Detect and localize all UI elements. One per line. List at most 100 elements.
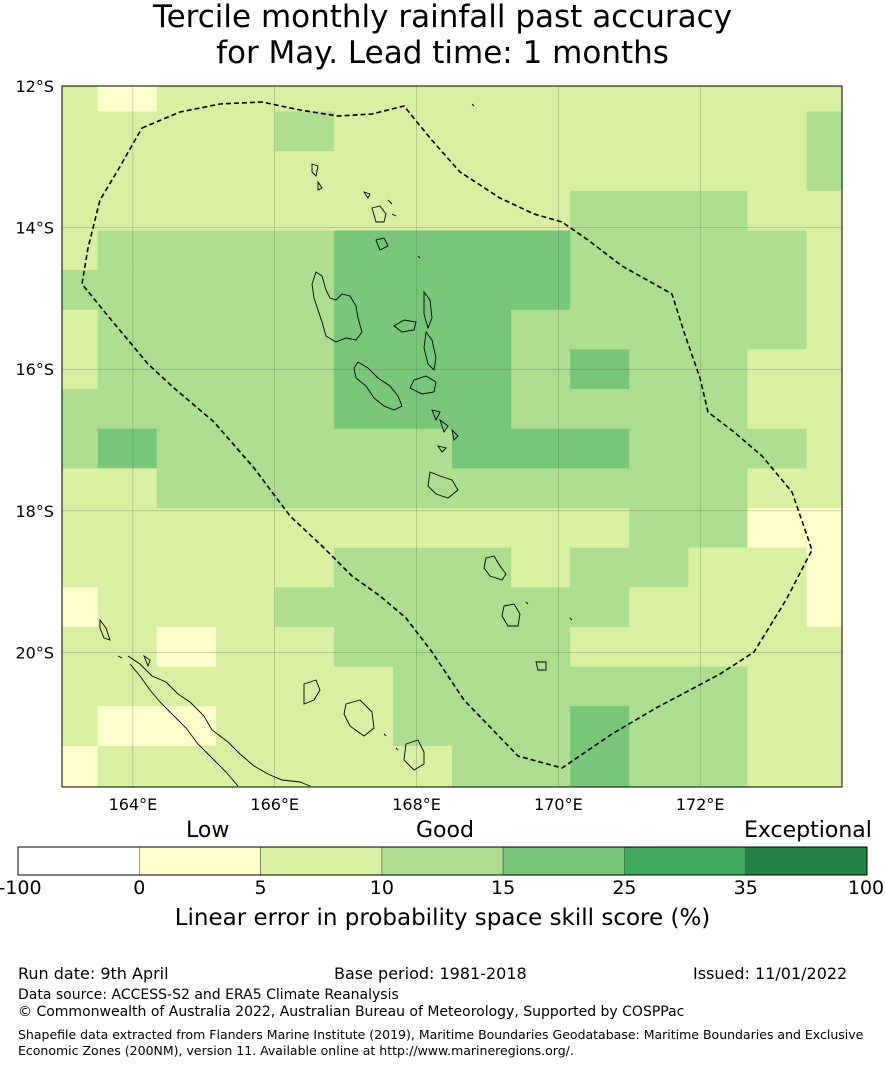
skill-cell <box>629 230 689 271</box>
skill-cell <box>333 706 394 747</box>
skill-cell <box>452 626 512 668</box>
skill-cell <box>688 190 748 231</box>
skill-cell <box>215 547 276 588</box>
skill-cell <box>511 190 571 231</box>
skill-cell <box>747 151 807 192</box>
skill-cell <box>62 666 99 707</box>
skill-cell <box>393 745 453 788</box>
skill-cell <box>333 86 394 112</box>
banks-islands <box>311 163 397 251</box>
skill-cell <box>215 706 276 747</box>
skill-cell <box>806 547 843 588</box>
skill-cell <box>156 86 217 112</box>
lon-tick-label: 166°E <box>250 795 299 814</box>
skill-cell <box>452 547 512 588</box>
skill-cell <box>274 666 335 707</box>
skill-cell <box>452 270 512 311</box>
skill-cell <box>274 86 335 112</box>
skill-cell <box>62 230 99 271</box>
skill-cell <box>570 626 630 668</box>
skill-cell <box>97 151 158 192</box>
colorbar-segment <box>260 846 383 876</box>
skill-cell <box>393 270 453 311</box>
skill-cell <box>806 270 843 311</box>
lon-tick-label: 172°E <box>676 795 725 814</box>
skill-cell <box>688 151 748 192</box>
skill-cell <box>333 190 394 231</box>
skill-cell <box>688 706 748 747</box>
skill-cell <box>156 230 217 271</box>
skill-cell <box>806 190 843 231</box>
skill-cell <box>452 86 512 112</box>
skill-cell <box>570 270 630 311</box>
skill-cell <box>806 508 843 549</box>
skill-cell <box>511 468 571 509</box>
skill-cell <box>393 428 453 469</box>
skill-cell <box>274 151 335 192</box>
skill-cell <box>393 468 453 509</box>
skill-cell <box>156 190 217 231</box>
skill-cell <box>511 309 571 350</box>
skill-cell <box>806 666 843 707</box>
skill-cell <box>393 86 453 112</box>
skill-cell <box>333 666 394 707</box>
aneityum-coast <box>501 603 521 627</box>
malekula-coast <box>353 361 403 411</box>
shapefile-credit-line2: Economic Zones (200NM), version 11. Avai… <box>18 1043 574 1058</box>
run-date: Run date: 9th April <box>18 964 169 983</box>
skill-cell <box>629 745 689 788</box>
skill-cell <box>215 587 276 628</box>
skill-cell <box>156 309 217 350</box>
latitude-tick-labels: 12°S 14°S 16°S 18°S 20°S <box>15 77 54 662</box>
skill-cell <box>333 230 394 271</box>
skill-cell <box>393 190 453 231</box>
colorbar-category-exceptional: Exceptional <box>744 818 872 843</box>
skill-cell <box>629 666 689 707</box>
skill-cell <box>333 151 394 192</box>
skill-cell <box>511 706 571 747</box>
skill-cell <box>333 626 394 668</box>
skill-cell <box>333 745 394 788</box>
lon-tick-label: 170°E <box>534 795 583 814</box>
skill-cell <box>629 151 689 192</box>
skill-cell <box>97 745 158 788</box>
skill-cell <box>333 508 394 549</box>
skill-cell <box>511 151 571 192</box>
skill-cell <box>333 587 394 628</box>
colorbar-segment <box>745 846 868 876</box>
skill-cell <box>570 86 630 112</box>
skill-cell <box>393 508 453 549</box>
skill-cell <box>62 270 99 311</box>
skill-cell <box>97 270 158 311</box>
skill-cell <box>688 666 748 707</box>
skill-map: 12°S 14°S 16°S 18°S 20°S 164°E 166°E 168°E 170°… <box>15 77 843 814</box>
skill-cell <box>97 389 158 430</box>
skill-cell <box>215 190 276 231</box>
skill-cell <box>156 389 217 430</box>
skill-cell <box>747 626 807 668</box>
skill-cell <box>747 706 807 747</box>
skill-cell <box>452 389 512 430</box>
skill-cell <box>688 508 748 549</box>
skill-cell <box>570 547 630 588</box>
skill-cell <box>393 666 453 707</box>
skill-cell <box>156 468 217 509</box>
colorbar-tick-label: 25 <box>612 877 637 899</box>
skill-cell <box>511 666 571 707</box>
skill-cell <box>747 428 807 469</box>
skill-cell <box>688 389 748 430</box>
skill-cell <box>511 86 571 112</box>
skill-cell <box>747 587 807 628</box>
skill-cell <box>215 745 276 788</box>
skill-cell <box>570 309 630 350</box>
skill-cell <box>156 666 217 707</box>
skill-cell <box>62 428 99 469</box>
eez-boundary <box>81 101 813 769</box>
skill-cell <box>215 151 276 192</box>
skill-cell <box>570 508 630 549</box>
skill-cell <box>97 626 158 668</box>
skill-cell <box>62 111 99 152</box>
tanna-coast <box>483 555 507 581</box>
skill-cell <box>156 151 217 192</box>
colorbar-tick-label: 15 <box>491 877 516 899</box>
